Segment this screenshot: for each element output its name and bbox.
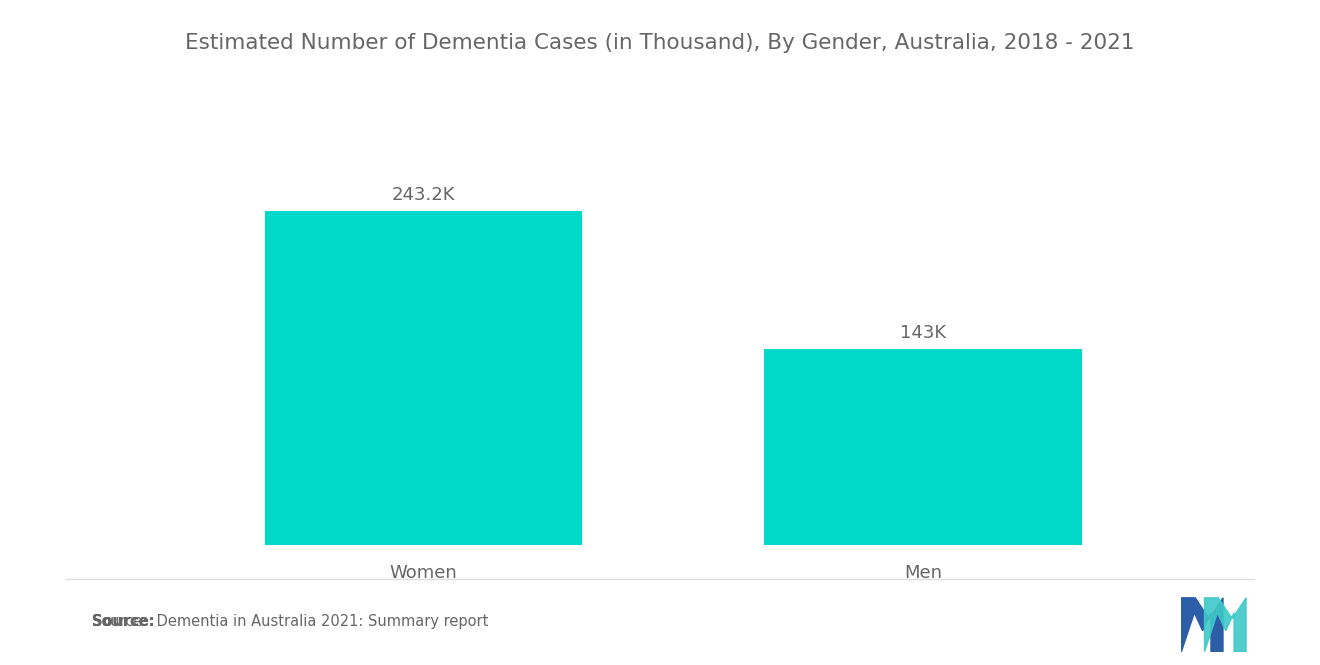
Text: Estimated Number of Dementia Cases (in Thousand), By Gender, Australia, 2018 - 2: Estimated Number of Dementia Cases (in T… <box>185 33 1135 53</box>
Bar <box>764 348 1082 545</box>
Text: 243.2K: 243.2K <box>392 186 455 204</box>
Text: 143K: 143K <box>900 324 946 342</box>
Bar <box>264 211 582 545</box>
Text: Source:: Source: <box>92 614 154 629</box>
Text: Source:: Source: <box>92 614 154 629</box>
Text: Source:  Dementia in Australia 2021: Summary report: Source: Dementia in Australia 2021: Summ… <box>92 614 488 629</box>
Polygon shape <box>1204 598 1246 652</box>
Polygon shape <box>1181 598 1222 652</box>
